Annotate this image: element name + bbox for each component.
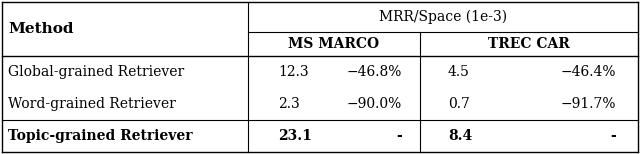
Text: Topic-grained Retriever: Topic-grained Retriever — [8, 129, 193, 143]
Text: −46.4%: −46.4% — [561, 65, 616, 79]
Text: MRR/Space (1e-3): MRR/Space (1e-3) — [379, 10, 507, 24]
Text: 23.1: 23.1 — [278, 129, 312, 143]
Text: Word-grained Retriever: Word-grained Retriever — [8, 97, 176, 111]
Text: 8.4: 8.4 — [448, 129, 472, 143]
Text: TREC CAR: TREC CAR — [488, 37, 570, 51]
Text: −46.8%: −46.8% — [347, 65, 402, 79]
Text: Method: Method — [8, 22, 74, 36]
Text: -: - — [611, 129, 616, 143]
Text: MS MARCO: MS MARCO — [289, 37, 380, 51]
Text: 12.3: 12.3 — [278, 65, 308, 79]
Text: Global-grained Retriever: Global-grained Retriever — [8, 65, 184, 79]
Text: 2.3: 2.3 — [278, 97, 300, 111]
Text: -: - — [396, 129, 402, 143]
Text: 4.5: 4.5 — [448, 65, 470, 79]
Text: −91.7%: −91.7% — [561, 97, 616, 111]
Text: 0.7: 0.7 — [448, 97, 470, 111]
Text: −90.0%: −90.0% — [347, 97, 402, 111]
